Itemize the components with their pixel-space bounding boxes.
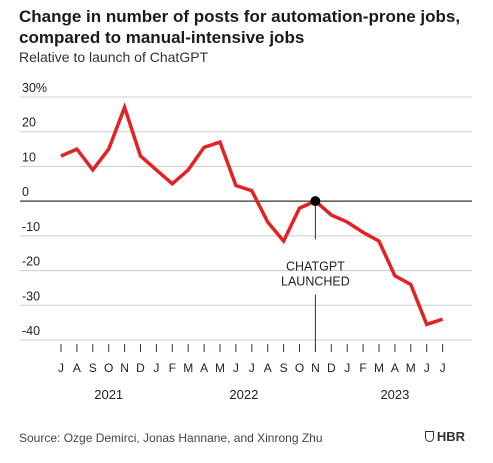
x-tick-label: O bbox=[295, 361, 304, 375]
x-tick-label: M bbox=[374, 361, 384, 375]
y-tick-label: -40 bbox=[22, 324, 40, 338]
year-label: 2022 bbox=[229, 387, 258, 402]
y-tick-label: 20 bbox=[22, 116, 36, 130]
x-tick-label: A bbox=[200, 361, 208, 375]
annotation-label: LAUNCHED bbox=[281, 275, 350, 289]
y-tick-label: 10 bbox=[22, 150, 36, 164]
x-tick-label: N bbox=[120, 361, 129, 375]
x-tick-label: O bbox=[104, 361, 113, 375]
y-tick-label: -20 bbox=[22, 255, 40, 269]
chart-title: Change in number of posts for automation… bbox=[19, 7, 461, 47]
x-tick-label: A bbox=[73, 361, 81, 375]
x-tick-label: S bbox=[89, 361, 97, 375]
x-tick-label: F bbox=[359, 361, 366, 375]
x-tick-label: J bbox=[233, 361, 239, 375]
hbr-logo: HBR bbox=[424, 429, 465, 444]
y-tick-label: 0 bbox=[22, 185, 29, 199]
chart-subtitle: Relative to launch of ChatGPT bbox=[19, 49, 209, 65]
x-tick-label: F bbox=[169, 361, 176, 375]
logo-text: HBR bbox=[436, 429, 465, 444]
x-tick-label: D bbox=[136, 361, 145, 375]
x-tick-label: J bbox=[249, 361, 255, 375]
x-tick-label: J bbox=[344, 361, 350, 375]
x-tick-label: J bbox=[58, 361, 64, 375]
year-label: 2021 bbox=[94, 387, 123, 402]
year-label: 2023 bbox=[380, 387, 409, 402]
x-tick-label: M bbox=[406, 361, 416, 375]
x-tick-label: J bbox=[440, 361, 446, 375]
source-note: Source: Ozge Demirci, Jonas Hannane, and… bbox=[19, 431, 323, 445]
x-tick-label: N bbox=[311, 361, 320, 375]
y-tick-label: 30% bbox=[22, 81, 47, 95]
x-tick-label: J bbox=[424, 361, 430, 375]
x-tick-label: D bbox=[327, 361, 336, 375]
x-tick-label: A bbox=[391, 361, 399, 375]
chatgpt-launch-marker bbox=[310, 196, 321, 207]
x-tick-label: S bbox=[280, 361, 288, 375]
series-line bbox=[60, 102, 444, 327]
y-tick-label: -30 bbox=[22, 289, 40, 303]
x-tick-label: M bbox=[183, 361, 193, 375]
y-tick-label: -10 bbox=[22, 220, 40, 234]
annotation-label: CHATGPT bbox=[286, 260, 345, 274]
shield-icon bbox=[424, 431, 434, 442]
x-tick-label: M bbox=[215, 361, 225, 375]
x-tick-label: J bbox=[153, 361, 159, 375]
x-tick-label: A bbox=[264, 361, 272, 375]
